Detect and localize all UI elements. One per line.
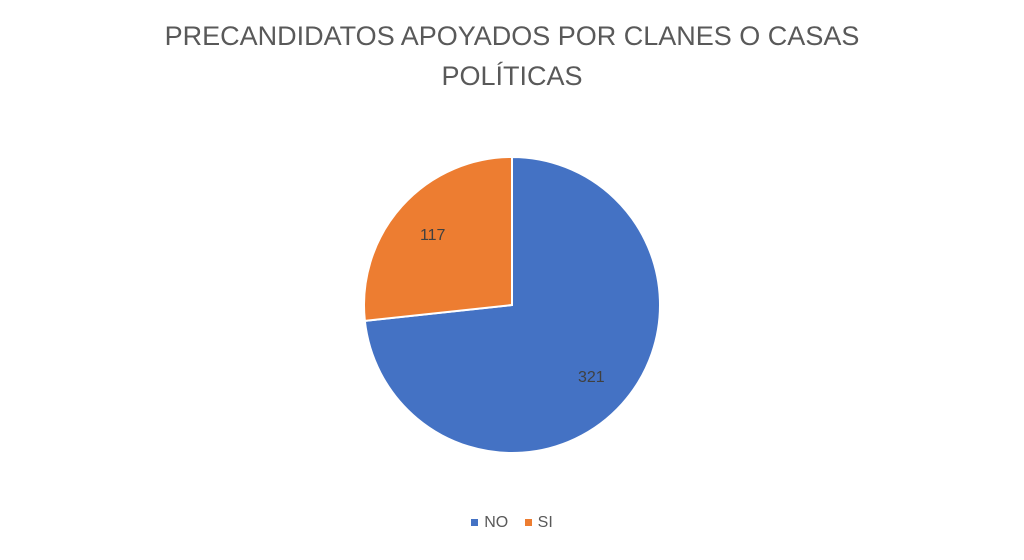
pie-slice-si [363, 155, 513, 322]
legend-item-si: SI [524, 513, 553, 532]
legend-label-si: SI [537, 513, 553, 531]
legend-swatch-si [524, 519, 532, 526]
legend-item-no: NO [471, 514, 508, 532]
chart-title-line-1: PRECANDIDATOS APOYADOS POR CLANES O CASA… [164, 21, 860, 51]
data-label-no: 321 [578, 369, 605, 386]
legend: NO SI [0, 513, 1024, 532]
data-label-si: 117 [420, 227, 446, 244]
chart-title-line-2: POLÍTICAS [441, 61, 583, 91]
legend-swatch-no [471, 519, 479, 526]
legend-label-no: NO [484, 513, 509, 531]
